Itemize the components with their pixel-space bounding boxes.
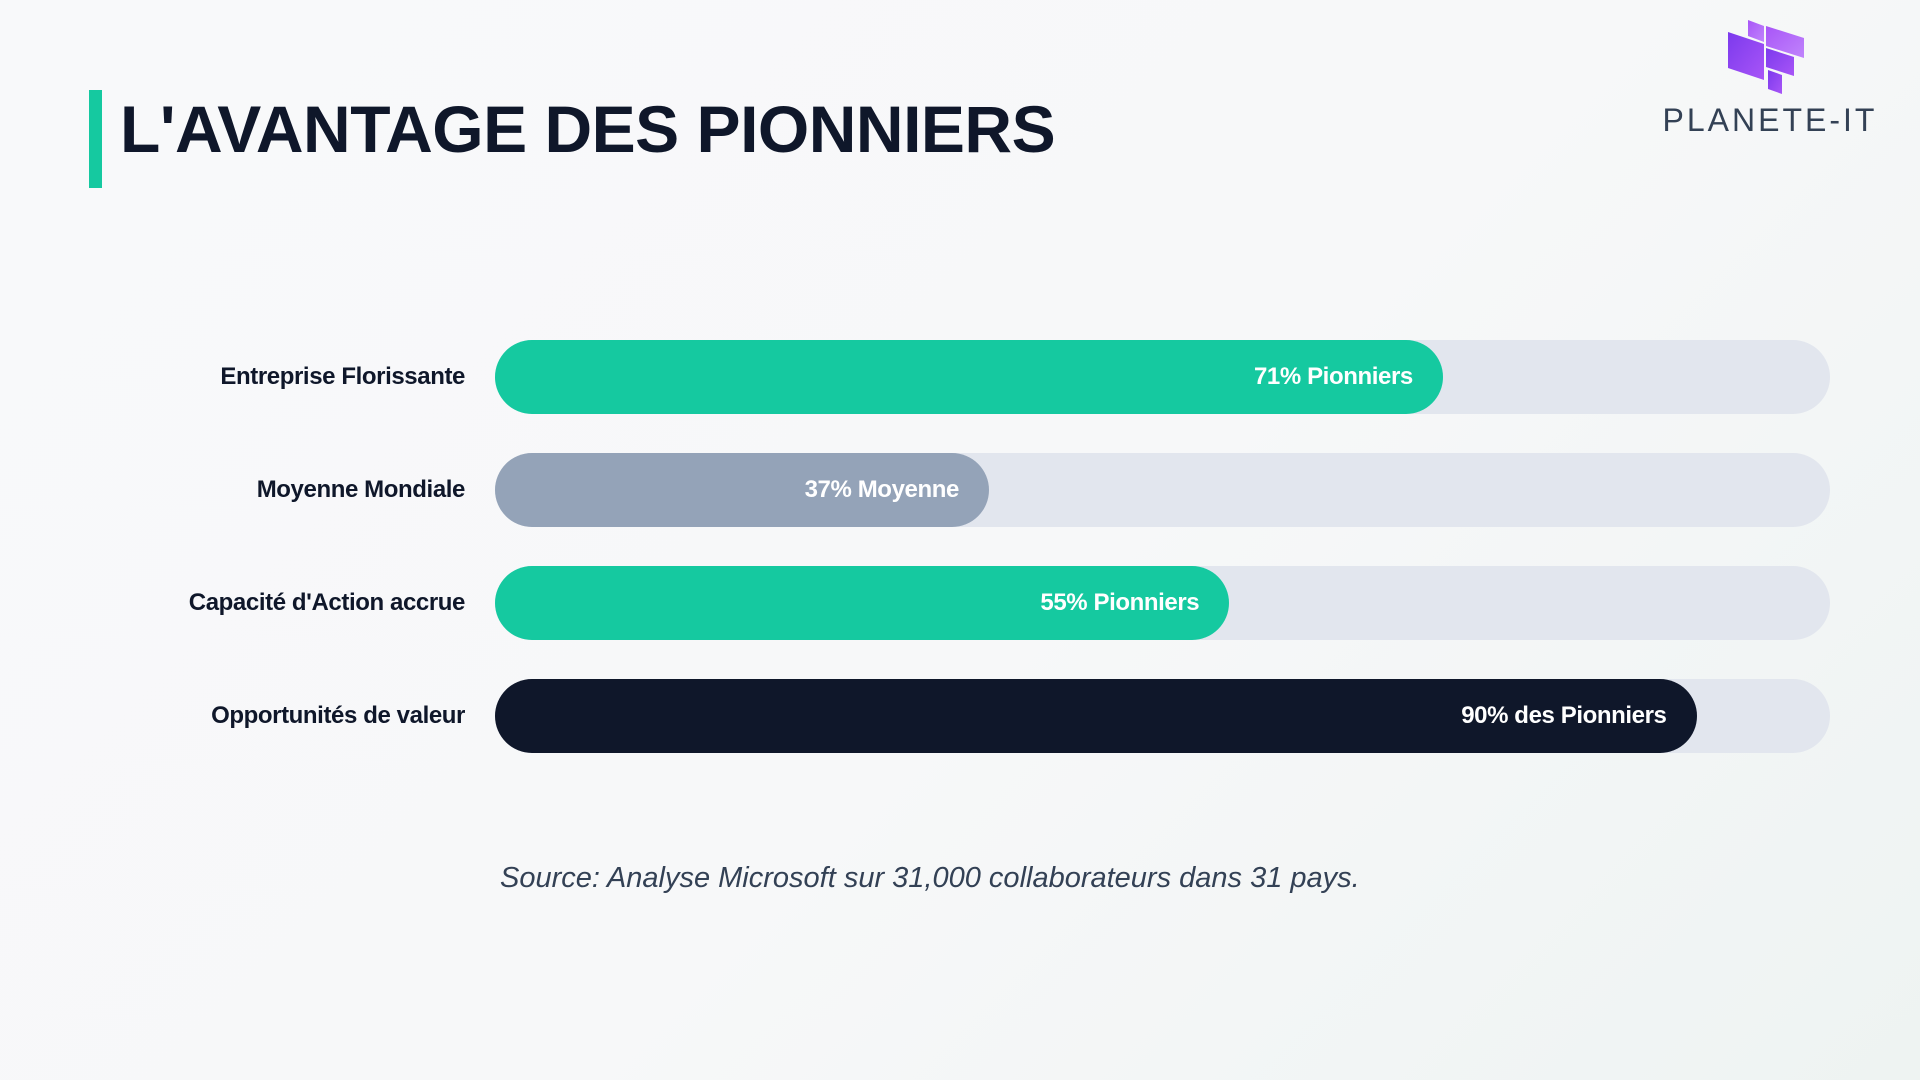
source-note: Source: Analyse Microsoft sur 31,000 col… — [500, 862, 1360, 894]
page-title: L'AVANTAGE DES PIONNIERS — [120, 92, 1056, 166]
bar-row: Capacité d'Action accrue 55% Pionniers — [0, 566, 1920, 640]
category-label: Moyenne Mondiale — [256, 476, 466, 503]
logo-mark-icon — [1728, 20, 1804, 94]
planete-it-logo: PLANETE-IT — [1640, 18, 1900, 138]
bar: 71% Pionniers — [495, 340, 1443, 414]
bar-value-label: 90% des Pionniers — [1461, 702, 1667, 729]
bar-row: Opportunités de valeur 90% des Pionniers — [0, 679, 1920, 753]
logo-text: PLANETE-IT — [1662, 102, 1878, 138]
bar-row: Entreprise Florissante 71% Pionniers — [0, 340, 1920, 414]
bar-row: Moyenne Mondiale 37% Moyenne — [0, 453, 1920, 527]
bar-value-label: 71% Pionniers — [1253, 363, 1413, 390]
category-label: Entreprise Florissante — [220, 363, 465, 390]
bar-value-label: 37% Moyenne — [804, 476, 960, 503]
bar: 37% Moyenne — [495, 453, 989, 527]
bar-track: 37% Moyenne — [495, 453, 1830, 527]
bar-track: 55% Pionniers — [495, 566, 1830, 640]
category-label: Capacité d'Action accrue — [188, 589, 466, 616]
bar: 55% Pionniers — [495, 566, 1230, 640]
bar-track: 90% des Pionniers — [495, 679, 1830, 753]
bar: 90% des Pionniers — [495, 679, 1697, 753]
bar-value-label: 55% Pionniers — [1040, 589, 1200, 616]
bar-track: 71% Pionniers — [495, 340, 1830, 414]
category-label: Opportunités de valeur — [211, 702, 465, 729]
title-accent-bar — [89, 90, 102, 188]
